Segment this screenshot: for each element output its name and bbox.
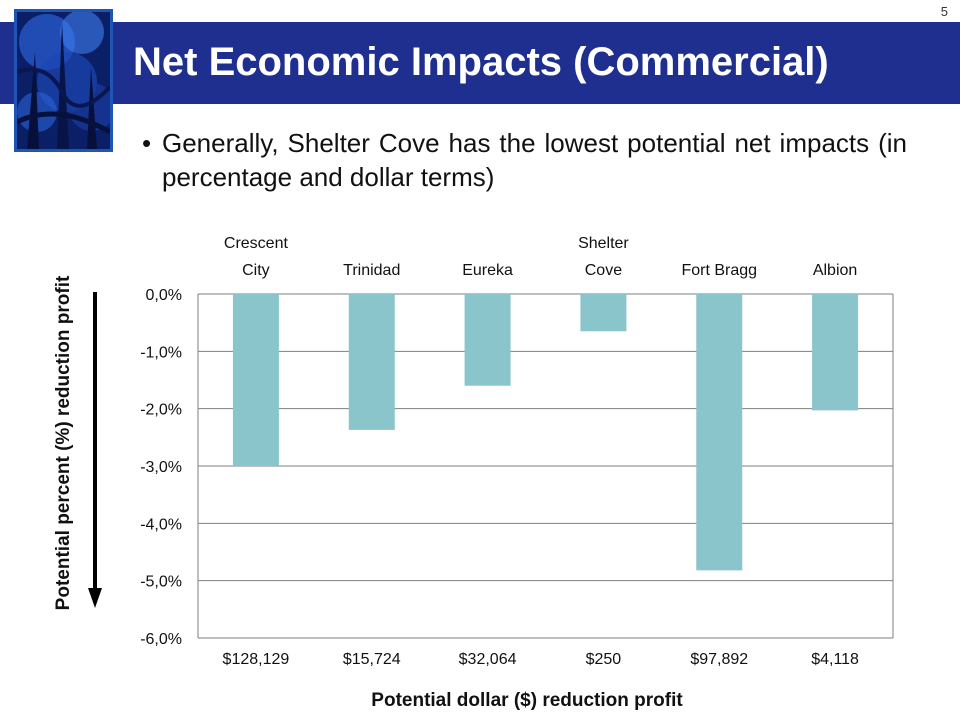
forest-photo xyxy=(14,9,113,152)
dollar-label: $32,064 xyxy=(459,651,517,668)
bullet-dot: • xyxy=(142,128,152,158)
category-label: Trinidad xyxy=(343,262,400,279)
slide-number: 5 xyxy=(940,4,948,19)
category-label: Shelter xyxy=(578,235,629,252)
bar-trinidad xyxy=(348,294,395,430)
category-label: Crescent xyxy=(224,235,289,252)
down-arrow-icon xyxy=(88,292,102,608)
bar-crescent-city xyxy=(232,294,279,466)
slide-title: Net Economic Impacts (Commercial) xyxy=(133,40,829,84)
category-label: Eureka xyxy=(462,262,513,279)
y-tick-label: 0,0% xyxy=(146,287,182,304)
category-label: Fort Bragg xyxy=(681,262,757,279)
title-band xyxy=(0,22,960,104)
y-tick-label: -5,0% xyxy=(140,574,182,591)
y-tick-label: -4,0% xyxy=(140,516,182,533)
bar-fort-bragg xyxy=(696,294,743,571)
y-tick-label: -1,0% xyxy=(140,344,182,361)
y-tick-label: -2,0% xyxy=(140,402,182,419)
forest-photo-graphic xyxy=(17,12,110,149)
bullet-text: Generally, Shelter Cove has the lowest p… xyxy=(162,128,907,192)
x-axis-title: Potential dollar ($) reduction profit xyxy=(371,690,683,711)
dollar-label: $97,892 xyxy=(690,651,748,668)
y-tick-label: -3,0% xyxy=(140,459,182,476)
dollar-label: $15,724 xyxy=(343,651,401,668)
bar-eureka xyxy=(464,294,511,386)
bar-shelter-cove xyxy=(580,294,627,332)
category-label: City xyxy=(242,262,270,279)
category-label: Cove xyxy=(585,262,622,279)
category-label: Albion xyxy=(813,262,857,279)
dollar-label: $128,129 xyxy=(223,651,290,668)
dollar-label: $4,118 xyxy=(811,651,859,668)
y-axis-title: Potential percent (%) reduction profit xyxy=(53,275,74,610)
y-tick-label: -6,0% xyxy=(140,631,182,648)
dollar-label: $250 xyxy=(586,651,622,668)
bar-albion xyxy=(812,294,859,411)
